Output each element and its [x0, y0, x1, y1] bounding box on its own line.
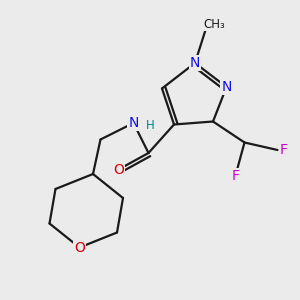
Text: H: H	[146, 119, 154, 133]
Text: O: O	[74, 241, 85, 254]
Text: CH₃: CH₃	[204, 17, 225, 31]
Text: F: F	[232, 169, 239, 182]
Text: O: O	[113, 163, 124, 176]
Text: N: N	[221, 80, 232, 94]
Text: N: N	[190, 56, 200, 70]
Text: N: N	[128, 116, 139, 130]
Text: F: F	[280, 143, 287, 157]
